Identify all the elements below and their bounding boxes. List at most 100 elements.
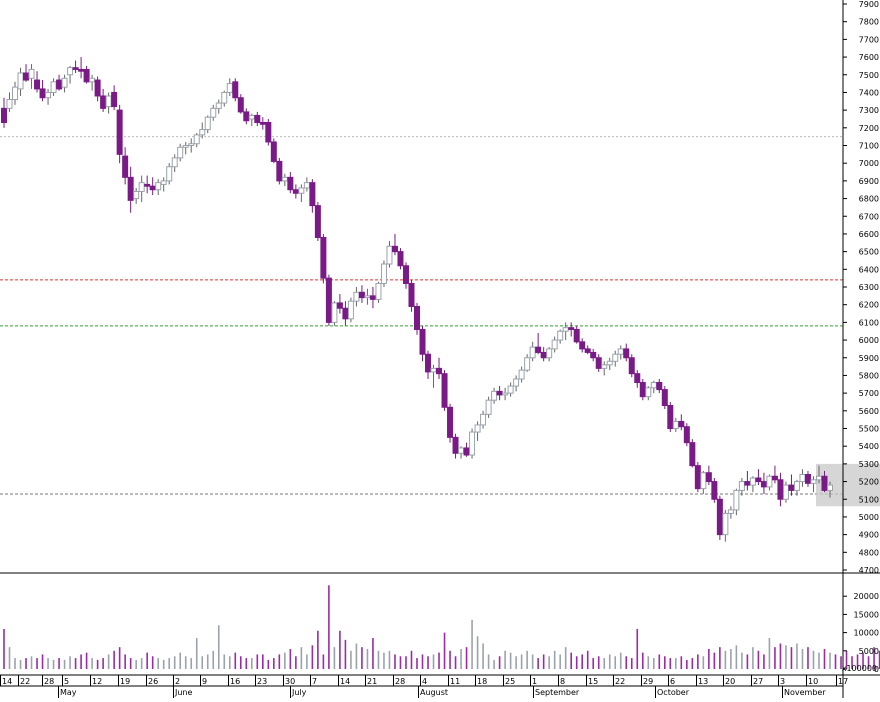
candle-body — [507, 385, 514, 394]
candle-body — [425, 353, 432, 373]
candle-body — [122, 155, 129, 178]
candle-body — [441, 373, 448, 408]
candle-body — [39, 88, 46, 99]
day-tick-label: 12 — [92, 677, 102, 686]
day-tick-label: 22 — [615, 677, 625, 686]
candle-body — [1, 107, 7, 124]
day-tick-label: 13 — [698, 677, 708, 686]
day-tick-label: 2 — [175, 677, 180, 686]
price-tick-label: 7300 — [859, 106, 879, 115]
candle-body — [127, 176, 134, 201]
candle-body — [799, 473, 806, 483]
price-tick-label: 6900 — [859, 177, 879, 186]
candle-body — [160, 180, 167, 185]
candle-body — [336, 302, 343, 309]
day-tick-label: 4 — [422, 677, 427, 686]
candle-body — [804, 473, 811, 484]
candle-body — [760, 481, 767, 488]
candle-body — [722, 512, 729, 536]
price-tick-label: 6000 — [859, 336, 879, 345]
month-tick-label: September — [535, 688, 580, 697]
candle-body — [595, 357, 602, 369]
candle-body — [380, 263, 387, 284]
day-tick-label: 25 — [505, 677, 515, 686]
day-tick-label: 27 — [753, 677, 763, 686]
day-tick-label: 10 — [808, 677, 818, 686]
candle-body — [83, 68, 90, 83]
candle-body — [733, 489, 740, 511]
candle-body — [155, 182, 162, 191]
day-tick-label: 5 — [64, 677, 69, 686]
candle-body — [623, 348, 630, 359]
month-tick-label: May — [60, 688, 77, 697]
day-tick-label: 17 — [838, 677, 848, 686]
price-tick-label: 7500 — [859, 71, 879, 80]
month-tick-label: November — [784, 688, 826, 697]
candle-body — [72, 67, 79, 70]
candle-body — [447, 406, 454, 438]
candle-body — [590, 351, 597, 359]
candle-body — [738, 481, 745, 491]
candle-body — [661, 389, 668, 407]
candle-body — [28, 68, 35, 79]
candle-body — [485, 399, 492, 415]
day-tick-label: 26 — [148, 677, 158, 686]
volume-bars — [3, 585, 880, 669]
candle-body — [694, 465, 701, 490]
candle-body — [601, 364, 608, 369]
candle-body — [210, 107, 217, 118]
candle-body — [700, 472, 707, 490]
day-tick-label: 14 — [2, 677, 12, 686]
candle-body — [788, 484, 795, 491]
price-tick-label: 7600 — [859, 53, 879, 62]
candle-body — [458, 447, 465, 454]
candle-body — [716, 498, 723, 536]
candle-body — [551, 339, 558, 350]
candle-body — [529, 346, 536, 359]
price-tick-label: 7400 — [859, 88, 879, 97]
price-tick-label: 6200 — [859, 301, 879, 310]
price-tick-label: 7800 — [859, 18, 879, 27]
day-tick-label: 18 — [477, 677, 487, 686]
month-tick-label: August — [420, 688, 448, 697]
candle-body — [430, 367, 437, 373]
candle-body — [56, 79, 63, 90]
candle-body — [540, 351, 547, 359]
candle-body — [78, 68, 85, 72]
candle-body — [45, 91, 52, 99]
candle-body — [766, 475, 773, 488]
candle-body — [645, 387, 652, 398]
candle-body — [573, 328, 580, 343]
candle-body — [402, 265, 409, 284]
volume-tick-label: 0 — [874, 665, 879, 674]
candle-body — [67, 67, 74, 76]
candle-body — [325, 277, 332, 323]
candle-body — [810, 479, 817, 484]
price-tick-label: 7000 — [859, 159, 879, 168]
price-tick-label: 5800 — [859, 371, 879, 380]
candle-body — [672, 420, 679, 429]
candle-body — [579, 341, 586, 350]
candle-body — [199, 129, 206, 136]
candle-body — [105, 95, 112, 108]
candle-body — [821, 475, 828, 491]
day-tick-label: 7 — [312, 677, 317, 686]
price-tick-label: 4700 — [859, 566, 879, 575]
candle-body — [23, 72, 30, 81]
candle-body — [232, 81, 239, 99]
day-tick-label: 6 — [670, 677, 675, 686]
candle-body — [221, 91, 228, 104]
candle-body — [705, 472, 712, 483]
candle-body — [61, 77, 68, 88]
candle-body — [639, 382, 646, 398]
candle-body — [182, 145, 189, 148]
month-tick-label: July — [291, 688, 307, 697]
candle-body — [749, 477, 756, 486]
candle-body — [254, 114, 261, 124]
candle-body — [524, 357, 531, 371]
month-tick-label: October — [657, 688, 690, 697]
candle-body — [683, 426, 690, 444]
price-tick-label: 6800 — [859, 195, 879, 204]
price-tick-label: 4800 — [859, 548, 879, 557]
